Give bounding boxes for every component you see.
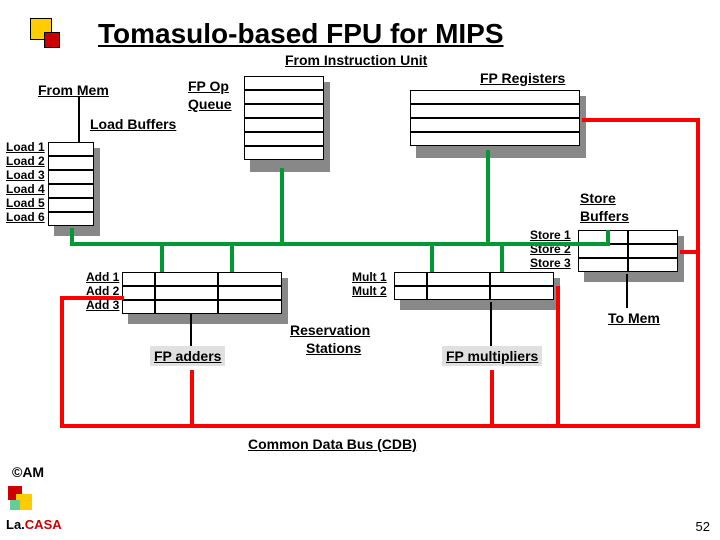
- cdb-left-v: [60, 296, 64, 428]
- green-to-add1: [160, 242, 164, 272]
- fp-multipliers-box: FP multipliers: [442, 346, 542, 366]
- green-to-mult2: [500, 242, 504, 272]
- store1-label: Store 1: [530, 228, 571, 242]
- copyright: ©AM: [12, 464, 44, 480]
- green-bus: [280, 168, 284, 246]
- load3-label: Load 3: [6, 168, 45, 182]
- queue-label: Queue: [188, 96, 232, 112]
- add-to-adder: [190, 314, 192, 346]
- cdb-mult-up: [490, 370, 494, 428]
- cdb-right-v: [696, 118, 700, 428]
- store-label2: Buffers: [580, 208, 629, 224]
- green-to-store: [606, 230, 610, 244]
- green-fpreg-down: [486, 150, 490, 246]
- cdb-to-add-h: [60, 296, 124, 300]
- fp-adders-box: FP adders: [150, 346, 225, 366]
- mult-stations: [394, 272, 554, 300]
- load-buffers-label: Load Buffers: [90, 116, 176, 132]
- load6-label: Load 6: [6, 210, 45, 224]
- load4-label: Load 4: [6, 182, 45, 196]
- to-mem-label: To Mem: [608, 310, 660, 326]
- add-stations: [122, 272, 282, 314]
- add1-label: Add 1: [86, 270, 119, 284]
- fp-registers: [410, 90, 580, 146]
- lacasa-text: La.CASA: [6, 517, 62, 532]
- load2-label: Load 2: [6, 154, 45, 168]
- fp-op-queue: [244, 76, 324, 160]
- green-load-down: [70, 228, 74, 242]
- load-buffers: [48, 142, 94, 226]
- from-mem-label: From Mem: [38, 82, 109, 98]
- mem-to-load: [78, 96, 80, 142]
- mult-to-multiplier: [490, 302, 492, 346]
- cdb-to-mult-v: [556, 286, 560, 428]
- cdb-label: Common Data Bus (CDB): [248, 436, 417, 452]
- res-label1: Reservation: [290, 322, 370, 338]
- mult2-label: Mult 2: [352, 284, 387, 298]
- green-h: [70, 242, 610, 246]
- page-title: Tomasulo-based FPU for MIPS: [98, 18, 504, 50]
- lacasa-logo: [8, 486, 38, 514]
- mult1-label: Mult 1: [352, 270, 387, 284]
- from-instruction-label: From Instruction Unit: [285, 52, 427, 68]
- cdb-to-store-h: [680, 250, 700, 254]
- green-to-add2: [230, 242, 234, 272]
- cdb-to-fpreg: [582, 118, 700, 122]
- fp-op-label: FP Op: [188, 78, 229, 94]
- load1-label: Load 1: [6, 140, 45, 154]
- load5-label: Load 5: [6, 196, 45, 210]
- cdb-adder-up: [190, 370, 194, 428]
- green-to-mult1: [430, 242, 434, 272]
- add3-label: Add 3: [86, 298, 119, 312]
- cdb-h: [60, 424, 700, 428]
- store-label1: Store: [580, 190, 616, 206]
- store3-label: Store 3: [530, 256, 571, 270]
- fp-registers-label: FP Registers: [480, 70, 565, 86]
- store-buffers: [578, 230, 678, 272]
- store-to-mem: [626, 274, 628, 308]
- page-number: 52: [696, 519, 710, 534]
- title-decoration: [30, 18, 70, 58]
- res-label2: Stations: [306, 340, 361, 356]
